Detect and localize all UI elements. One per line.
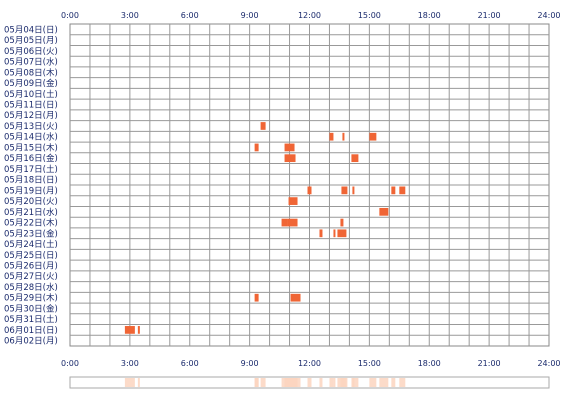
row-label: 05月11日(日) [4, 101, 58, 111]
row-label: 05月06日(火) [4, 47, 58, 57]
row-label: 05月22日(木) [4, 218, 58, 229]
row-label: 05月04日(日) [4, 25, 58, 35]
x-tick-label-bottom: 9:00 [241, 359, 259, 368]
summary-block [254, 378, 259, 387]
activity-block [260, 122, 266, 130]
row-label: 05月26日(月) [4, 262, 58, 272]
summary-block [307, 378, 312, 387]
activity-block [351, 154, 359, 163]
x-tick-label-top: 21:00 [478, 11, 501, 20]
row-label: 05月29日(木) [4, 293, 58, 304]
activity-block [284, 154, 296, 163]
activity-block [290, 293, 301, 302]
row-label: 05月07日(水) [4, 57, 58, 68]
x-tick-label-top: 15:00 [358, 11, 381, 20]
activity-block [284, 143, 295, 152]
row-label: 05月25日(日) [4, 251, 58, 261]
row-label: 05月20日(火) [4, 197, 58, 207]
activity-block [254, 143, 259, 152]
activity-block [288, 197, 298, 205]
activity-block [379, 207, 389, 216]
summary-block [399, 378, 406, 387]
x-tick-label-top: 0:00 [61, 11, 79, 20]
summary-block [124, 378, 135, 387]
summary-block [391, 378, 396, 387]
row-label: 05月23日(金) [4, 228, 58, 239]
x-tick-label-bottom: 6:00 [181, 359, 199, 368]
row-label: 05月17日(土) [4, 164, 58, 175]
x-tick-label-bottom: 3:00 [121, 359, 139, 368]
row-label: 05月24日(土) [4, 239, 58, 250]
x-tick-label-bottom: 12:00 [298, 359, 321, 368]
row-label: 05月15日(木) [4, 142, 58, 153]
summary-block [340, 378, 344, 387]
summary-block [260, 378, 266, 387]
row-label: 05月28日(水) [4, 282, 58, 293]
activity-block [281, 218, 288, 227]
x-tick-label-top: 24:00 [537, 11, 560, 20]
x-tick-label-bottom: 21:00 [478, 359, 501, 368]
row-label: 05月14日(水) [4, 132, 58, 143]
activity-block [352, 186, 355, 195]
row-label: 05月05日(月) [4, 36, 58, 46]
x-tick-label-top: 9:00 [241, 11, 259, 20]
activity-block [137, 326, 140, 334]
row-label: 06月01日(日) [4, 326, 58, 336]
activity-block [329, 132, 334, 141]
activity-block [254, 293, 259, 302]
activity-block [341, 186, 348, 195]
summary-block [333, 378, 336, 387]
x-tick-label-top: 18:00 [418, 11, 441, 20]
row-label: 05月18日(日) [4, 176, 58, 186]
summary-block [369, 378, 377, 387]
activity-block [391, 186, 396, 195]
summary-block [351, 378, 359, 387]
row-label: 05月27日(火) [4, 272, 58, 282]
activity-block [399, 186, 406, 195]
x-tick-label-top: 6:00 [181, 11, 199, 20]
activity-block [124, 326, 135, 334]
summary-block [379, 378, 389, 387]
x-tick-label-bottom: 18:00 [418, 359, 441, 368]
row-label: 05月12日(月) [4, 111, 58, 121]
row-label: 05月19日(月) [4, 186, 58, 196]
row-label: 05月13日(火) [4, 122, 58, 132]
summary-block [137, 378, 140, 387]
summary-block [329, 378, 334, 387]
activity-block [333, 229, 336, 238]
row-label: 05月31日(土) [4, 314, 58, 325]
row-label: 05月10日(土) [4, 89, 58, 100]
activity-block [319, 229, 323, 238]
summary-block [319, 378, 323, 387]
activity-block [307, 186, 312, 195]
row-label: 06月02日(月) [4, 337, 58, 347]
summary-block [281, 378, 288, 387]
summary-block [352, 378, 355, 387]
summary-block [290, 378, 301, 387]
row-label: 05月08日(木) [4, 67, 58, 78]
x-tick-label-bottom: 15:00 [358, 359, 381, 368]
activity-block [342, 132, 345, 141]
row-label: 05月21日(水) [4, 207, 58, 218]
x-tick-label-bottom: 0:00 [61, 359, 79, 368]
activity-block [369, 132, 377, 141]
activity-block [337, 229, 347, 238]
row-label: 05月09日(金) [4, 78, 58, 89]
x-tick-label-bottom: 24:00 [537, 359, 560, 368]
activity-block [340, 218, 344, 227]
x-tick-label-top: 12:00 [298, 11, 321, 20]
row-label: 05月30日(金) [4, 303, 58, 314]
activity-block [287, 218, 298, 227]
row-label: 05月16日(金) [4, 153, 58, 164]
x-tick-label-top: 3:00 [121, 11, 139, 20]
